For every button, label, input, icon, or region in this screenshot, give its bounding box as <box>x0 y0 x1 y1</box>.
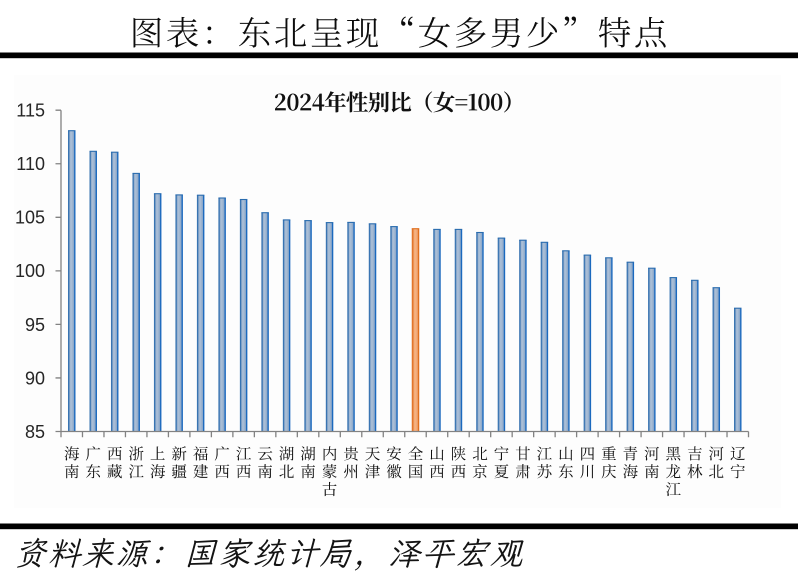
svg-text:95: 95 <box>25 315 45 335</box>
svg-text:90: 90 <box>25 368 45 388</box>
svg-text:115: 115 <box>16 101 45 121</box>
svg-text:105: 105 <box>15 208 45 228</box>
svg-text:85: 85 <box>25 422 45 442</box>
svg-text:100: 100 <box>15 261 45 281</box>
svg-text:110: 110 <box>16 154 45 174</box>
